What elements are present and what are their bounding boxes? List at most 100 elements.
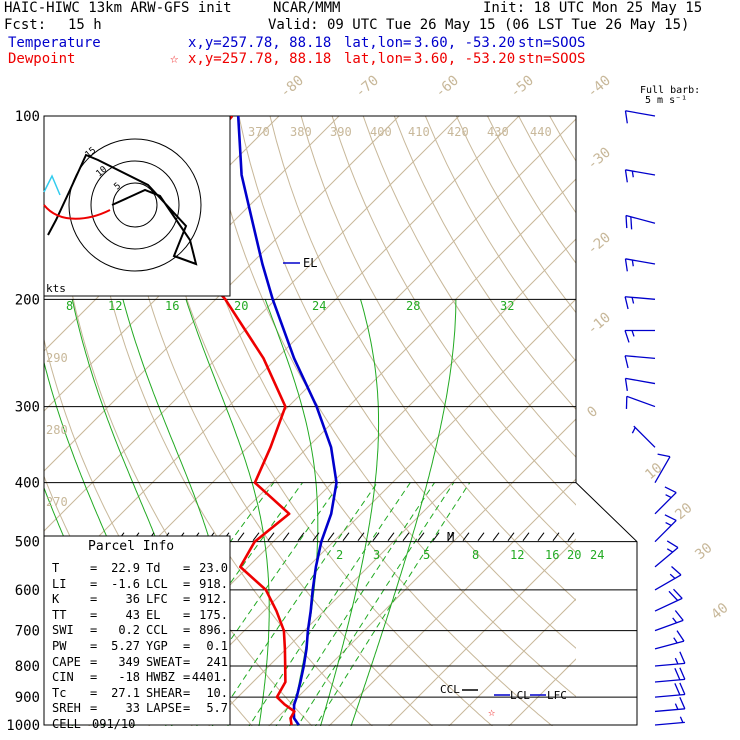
wind-barb-halfflag [665,494,672,499]
wind-barb-staff [654,693,685,698]
dewpoint-legend-stn: stn=SOOS [518,51,586,67]
isotherm-label: -40 [584,73,614,102]
mixing-ratio-label: 32 [500,299,514,313]
wind-barb-halfflag [631,259,634,267]
pressure-tick-label: 700 [15,624,40,640]
wind-barb-flag [624,110,628,124]
wind-barb-flag [624,355,629,369]
wind-barb [624,258,656,272]
parcel-panel-box [43,535,231,726]
mixing-ratio-line [275,482,435,726]
wind-barb-flag [679,667,686,680]
wind-barb-flag [630,216,633,230]
parcel-param-value: 43 [125,607,140,622]
wind-barb-flag [679,682,686,695]
hatch-mark [492,532,500,541]
parcel-param-name: SWI [52,623,74,638]
wind-barbs [624,110,686,726]
lcl-label: LCL [510,689,530,702]
mixing-ratio-line [248,482,411,726]
hatch-mark [507,532,515,541]
hatch-mark [282,532,290,541]
mixing-ratio-label: 12 [510,548,524,562]
wind-barb-halfflag [672,617,678,624]
hatch-mark [432,532,440,541]
isotherm-line [388,538,576,726]
dry-adiabat [82,116,373,726]
dry-adiabat [145,116,494,726]
parcel-equals: = [90,607,98,622]
dry-adiabat [362,116,576,458]
theta-label: 410 [408,125,430,139]
parcel-equals: = [183,670,191,685]
mixing-ratio-label: 2 [336,548,343,562]
wind-barb-staff [626,395,656,408]
lfc-label: LFC [547,689,567,702]
parcel-param-name: CAPE [52,654,81,669]
wind-barb-flag [664,486,677,494]
wind-barb-halfflag [679,716,684,723]
dewpoint-legend-latlon: 3.60, -53.20 [414,51,516,67]
parcel-param2-name: YGP [146,639,168,653]
theta-label: 440 [530,125,552,139]
moist-adiabat [185,299,270,726]
hatch-mark [447,532,455,541]
temperature-legend-latlon-label: lat,lon= [344,35,412,51]
parcel-param-value: -18 [118,670,140,685]
wind-barb [625,395,656,409]
wind-barb-halfflag [674,703,679,710]
hatch-mark [372,532,380,541]
pressure-tick-label: 500 [15,535,40,551]
dry-adiabat [238,116,576,649]
wind-barb-flag [668,590,679,601]
wind-barb-flag [664,514,677,522]
wind-barb-halfflag [666,548,673,553]
valid-time: Valid: 09 UTC Tue 26 May 15 (06 LST Tue … [268,17,690,33]
parcel-equals: = [183,685,191,700]
theta-label: 390 [330,125,352,139]
parcel-equals: = [183,701,191,716]
barb-title-line1: Full barb: [640,85,701,96]
parcel-equals: = [183,592,191,607]
wind-barb-halfflag [631,170,634,178]
parcel-param-value: 091/10 [92,717,136,731]
wind-barb-staff [654,519,677,543]
wind-barb-flag [624,296,629,310]
wind-barb-flag [673,588,683,599]
hatch-mark [552,532,560,541]
pressure-tick-label: 100 [15,109,40,125]
hatch-mark [267,532,275,541]
wind-barb-staff [654,678,685,683]
dry-adiabat [269,116,576,601]
dry-adiabat [393,116,576,411]
wind-barb-flag [624,169,628,183]
wind-barb [624,296,656,310]
isotherm-label: -70 [352,73,382,102]
parcel-param-value: 36 [125,592,140,607]
pressure-tick-label: 900 [15,690,40,706]
wind-barb [654,696,686,713]
wind-barb-flag [674,610,684,621]
wind-barb [654,651,686,667]
wind-barb-flag [674,667,681,681]
ccl-label: CCL [440,683,460,696]
isotherm-line [508,658,576,726]
mixing-ratio-label: 16 [165,299,179,313]
pressure-axis-labels: 100 200 300 400 500 600 700 800 900 1000 [6,109,40,734]
dry-adiabat [486,116,576,264]
hatch-mark [477,532,485,541]
wind-barb-staff [654,456,671,483]
dewpoint-legend-marker: ☆ [170,51,179,67]
parcel-param2-name: LAPSE [146,701,183,716]
wind-barb-staff [654,597,683,612]
theta-label: 270 [46,495,68,509]
isotherm-label: 30 [692,540,715,563]
hatch-mark [357,532,365,541]
wind-barb-flag [666,540,679,549]
isotherm-line [448,598,576,726]
parcel-info-panel [43,535,231,726]
moist-adiabat [320,299,380,726]
theta-label: 370 [248,125,270,139]
isotherm-label: 40 [708,600,731,623]
